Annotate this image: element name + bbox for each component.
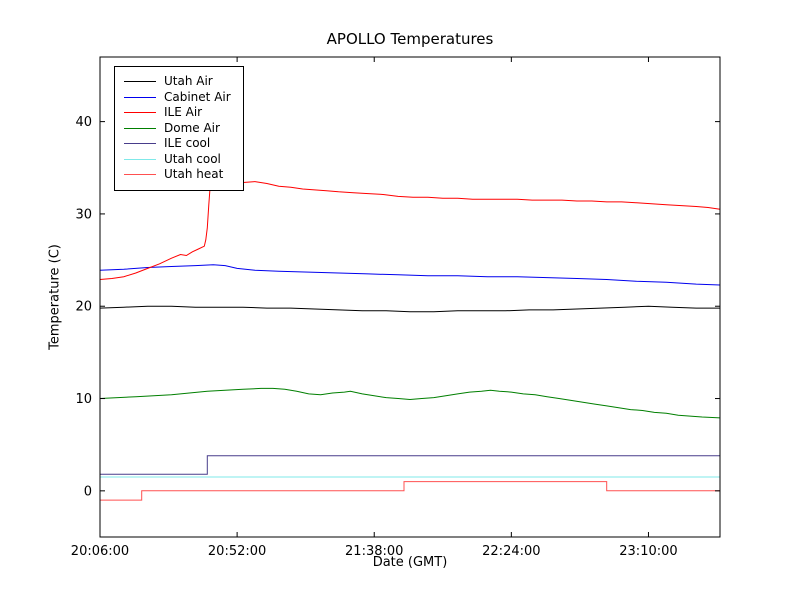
legend-line-swatch — [124, 158, 156, 160]
legend-item-utah-cool: Utah cool — [124, 152, 231, 168]
x-tick-label: 20:52:00 — [208, 544, 266, 559]
y-tick-label: 10 — [75, 392, 92, 407]
legend-item-dome-air: Dome Air — [124, 121, 231, 137]
legend-line-swatch — [124, 174, 156, 176]
x-tick-label: 21:38:00 — [345, 544, 403, 559]
plot-frame — [99, 56, 721, 538]
y-tick-label: 40 — [75, 115, 92, 130]
x-tick-label: 23:10:00 — [619, 544, 677, 559]
legend-item-ile-cool: ILE cool — [124, 136, 231, 152]
legend: Utah Air Cabinet Air ILE Air Dome Air ILE co… — [114, 66, 244, 191]
chart-title: APOLLO Temperatures — [326, 30, 494, 48]
legend-label: ILE Air — [164, 105, 203, 120]
legend-label: ILE cool — [164, 136, 211, 151]
series-line-utah-air — [99, 305, 720, 313]
legend-line-swatch — [124, 81, 156, 83]
legend-label: Utah heat — [164, 167, 224, 182]
legend-line-swatch — [124, 112, 156, 114]
series-line-utah-heat — [100, 481, 720, 501]
series-line-ile-air — [99, 176, 721, 280]
legend-label: Utah cool — [164, 151, 221, 166]
legend-label: Dome Air — [164, 120, 220, 135]
legend-item-utah-air: Utah Air — [124, 74, 231, 90]
legend-label: Cabinet Air — [164, 89, 231, 104]
legend-item-cabinet-air: Cabinet Air — [124, 90, 231, 106]
series-line-cabinet-air — [99, 264, 721, 286]
legend-item-ile-air: ILE Air — [124, 105, 231, 121]
series-line-dome-air — [99, 387, 721, 419]
legend-line-swatch — [124, 96, 156, 98]
legend-label: Utah Air — [164, 74, 213, 89]
y-tick-label: 20 — [75, 300, 92, 315]
legend-line-swatch — [124, 127, 156, 129]
legend-item-utah-heat: Utah heat — [124, 167, 231, 183]
x-tick-label: 22:24:00 — [482, 544, 540, 559]
y-axis-label: Temperature (C) — [47, 244, 63, 350]
x-tick-label: 20:06:00 — [71, 544, 129, 559]
x-axis-label: Date (GMT) — [372, 555, 448, 570]
y-tick-label: 0 — [84, 484, 92, 499]
series-line-ile-cool — [100, 455, 720, 475]
y-tick-label: 30 — [75, 207, 92, 222]
legend-line-swatch — [124, 143, 156, 145]
